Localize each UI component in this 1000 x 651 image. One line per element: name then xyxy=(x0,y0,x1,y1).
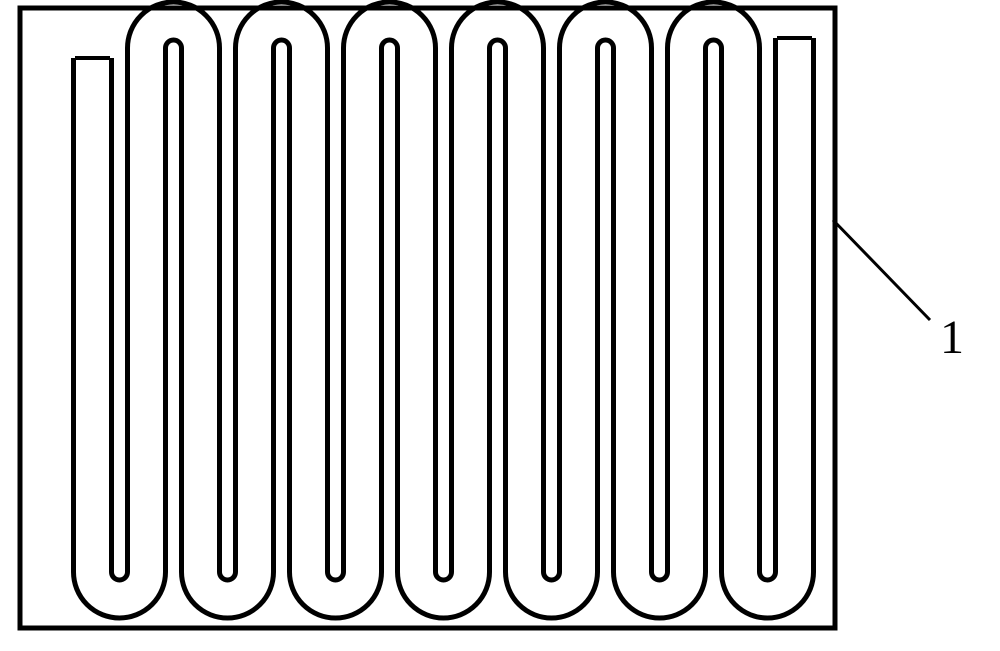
callout-label-1: 1 xyxy=(940,310,964,365)
diagram-svg xyxy=(0,0,1000,651)
callout-leader-1 xyxy=(833,220,930,320)
diagram-stage: 1 xyxy=(0,0,1000,651)
